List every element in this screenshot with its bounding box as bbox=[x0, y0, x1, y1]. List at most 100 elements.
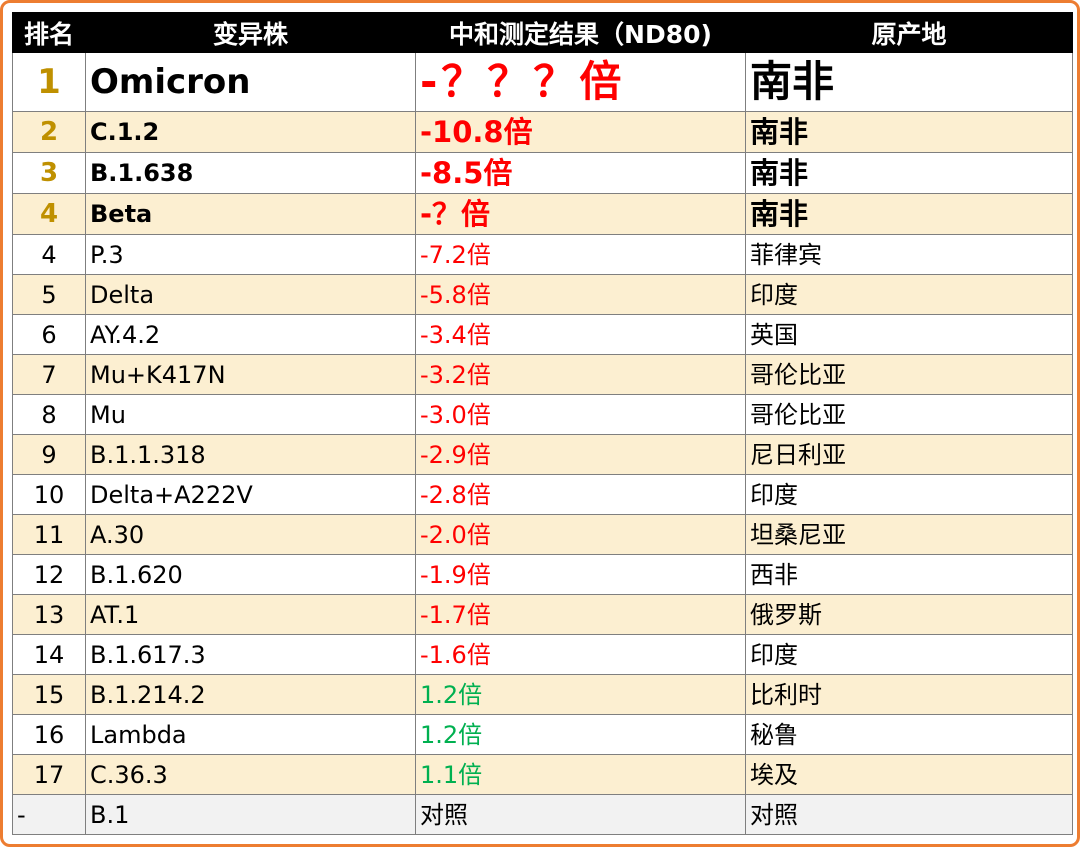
variant-cell: C.1.2 bbox=[85, 111, 416, 153]
table-row: 6 AY.4.2 -3.4倍 英国 bbox=[12, 314, 1073, 355]
origin-cell: 俄罗斯 bbox=[745, 594, 1073, 635]
origin-cell: 南非 bbox=[745, 152, 1073, 194]
origin-cell: 比利时 bbox=[745, 674, 1073, 715]
result-cell: -2.8倍 bbox=[415, 474, 746, 515]
rank-cell: 3 bbox=[12, 152, 86, 194]
result-cell: -3.2倍 bbox=[415, 354, 746, 395]
rank-cell: 8 bbox=[12, 394, 86, 435]
rank-cell: 6 bbox=[12, 314, 86, 355]
variant-cell: B.1.1.318 bbox=[85, 434, 416, 475]
result-cell: -3.4倍 bbox=[415, 314, 746, 355]
variant-cell: B.1.638 bbox=[85, 152, 416, 194]
header-origin: 原产地 bbox=[745, 12, 1073, 53]
result-cell: -2.9倍 bbox=[415, 434, 746, 475]
result-cell: -3.0倍 bbox=[415, 394, 746, 435]
header-rank: 排名 bbox=[12, 12, 86, 53]
rank-cell: 17 bbox=[12, 754, 86, 795]
origin-cell: 尼日利亚 bbox=[745, 434, 1073, 475]
origin-cell: 对照 bbox=[745, 794, 1073, 835]
result-cell: 1.2倍 bbox=[415, 714, 746, 755]
variant-cell: Omicron bbox=[85, 52, 416, 112]
table-row: 9 B.1.1.318 -2.9倍 尼日利亚 bbox=[12, 434, 1073, 475]
variant-cell: AT.1 bbox=[85, 594, 416, 635]
rank-cell: 9 bbox=[12, 434, 86, 475]
variant-cell: B.1.214.2 bbox=[85, 674, 416, 715]
variant-cell: B.1.620 bbox=[85, 554, 416, 595]
table-row: 12 B.1.620 -1.9倍 西非 bbox=[12, 554, 1073, 595]
rank-cell: 1 bbox=[12, 52, 86, 112]
variant-cell: B.1 bbox=[85, 794, 416, 835]
rank-cell: 16 bbox=[12, 714, 86, 755]
origin-cell: 南非 bbox=[745, 52, 1073, 112]
result-cell: -1.6倍 bbox=[415, 634, 746, 675]
variant-cell: Mu bbox=[85, 394, 416, 435]
table-row: 1 Omicron -？？？倍 南非 bbox=[12, 52, 1073, 112]
result-cell: 对照 bbox=[415, 794, 746, 835]
table-row-control: - B.1 对照 对照 bbox=[12, 794, 1073, 835]
rank-cell: 10 bbox=[12, 474, 86, 515]
table-row: 4 P.3 -7.2倍 菲律宾 bbox=[12, 234, 1073, 275]
result-cell: -？倍 bbox=[415, 193, 746, 235]
rank-cell: 2 bbox=[12, 111, 86, 153]
table-row: 13 AT.1 -1.7倍 俄罗斯 bbox=[12, 594, 1073, 635]
table-row: 2 C.1.2 -10.8倍 南非 bbox=[12, 111, 1073, 153]
rank-cell: 15 bbox=[12, 674, 86, 715]
rank-cell: 4 bbox=[12, 234, 86, 275]
variant-cell: Delta bbox=[85, 274, 416, 315]
variant-cell: AY.4.2 bbox=[85, 314, 416, 355]
table-row: 5 Delta -5.8倍 印度 bbox=[12, 274, 1073, 315]
table-row: 8 Mu -3.0倍 哥伦比亚 bbox=[12, 394, 1073, 435]
variant-cell: Beta bbox=[85, 193, 416, 235]
rank-cell: 7 bbox=[12, 354, 86, 395]
result-cell: -？？？倍 bbox=[415, 52, 746, 112]
table-row: 3 B.1.638 -8.5倍 南非 bbox=[12, 152, 1073, 194]
variant-cell: Mu+K417N bbox=[85, 354, 416, 395]
table-row: 14 B.1.617.3 -1.6倍 印度 bbox=[12, 634, 1073, 675]
table-row: 17 C.36.3 1.1倍 埃及 bbox=[12, 754, 1073, 795]
result-cell: 1.1倍 bbox=[415, 754, 746, 795]
table-row: 10 Delta+A222V -2.8倍 印度 bbox=[12, 474, 1073, 515]
result-cell: -7.2倍 bbox=[415, 234, 746, 275]
origin-cell: 印度 bbox=[745, 474, 1073, 515]
result-cell: -2.0倍 bbox=[415, 514, 746, 555]
table-row: 4 Beta -？倍 南非 bbox=[12, 193, 1073, 235]
rank-cell: 14 bbox=[12, 634, 86, 675]
header-result: 中和测定结果（ND80) bbox=[415, 12, 746, 53]
result-cell: -1.7倍 bbox=[415, 594, 746, 635]
result-cell: -1.9倍 bbox=[415, 554, 746, 595]
table-row: 7 Mu+K417N -3.2倍 哥伦比亚 bbox=[12, 354, 1073, 395]
origin-cell: 坦桑尼亚 bbox=[745, 514, 1073, 555]
rank-cell: - bbox=[12, 794, 86, 835]
rank-cell: 4 bbox=[12, 193, 86, 235]
variant-cell: Delta+A222V bbox=[85, 474, 416, 515]
table-row: 16 Lambda 1.2倍 秘鲁 bbox=[12, 714, 1073, 755]
rank-cell: 11 bbox=[12, 514, 86, 555]
result-cell: 1.2倍 bbox=[415, 674, 746, 715]
variant-cell: P.3 bbox=[85, 234, 416, 275]
variant-cell: B.1.617.3 bbox=[85, 634, 416, 675]
origin-cell: 秘鲁 bbox=[745, 714, 1073, 755]
origin-cell: 南非 bbox=[745, 193, 1073, 235]
result-cell: -5.8倍 bbox=[415, 274, 746, 315]
variant-cell: C.36.3 bbox=[85, 754, 416, 795]
header-row: 排名 变异株 中和测定结果（ND80) 原产地 bbox=[12, 12, 1073, 53]
rank-cell: 12 bbox=[12, 554, 86, 595]
variant-neutralization-table: 排名 变异株 中和测定结果（ND80) 原产地 1 Omicron -？？？倍 … bbox=[12, 12, 1073, 835]
origin-cell: 印度 bbox=[745, 274, 1073, 315]
origin-cell: 菲律宾 bbox=[745, 234, 1073, 275]
result-cell: -10.8倍 bbox=[415, 111, 746, 153]
origin-cell: 印度 bbox=[745, 634, 1073, 675]
origin-cell: 哥伦比亚 bbox=[745, 354, 1073, 395]
rank-cell: 13 bbox=[12, 594, 86, 635]
table-row: 15 B.1.214.2 1.2倍 比利时 bbox=[12, 674, 1073, 715]
origin-cell: 哥伦比亚 bbox=[745, 394, 1073, 435]
header-variant: 变异株 bbox=[85, 12, 416, 53]
origin-cell: 英国 bbox=[745, 314, 1073, 355]
origin-cell: 南非 bbox=[745, 111, 1073, 153]
origin-cell: 西非 bbox=[745, 554, 1073, 595]
origin-cell: 埃及 bbox=[745, 754, 1073, 795]
result-cell: -8.5倍 bbox=[415, 152, 746, 194]
variant-cell: Lambda bbox=[85, 714, 416, 755]
variant-cell: A.30 bbox=[85, 514, 416, 555]
